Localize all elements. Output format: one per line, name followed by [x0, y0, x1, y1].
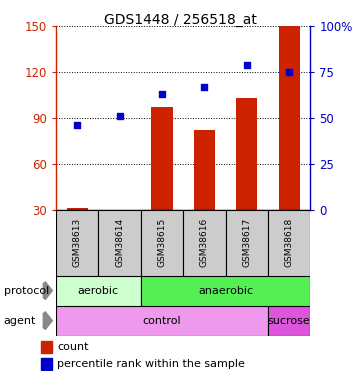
Bar — [56, 306, 268, 336]
Bar — [141, 276, 310, 306]
Bar — [268, 210, 310, 276]
Text: GSM38614: GSM38614 — [115, 218, 124, 267]
Point — [244, 62, 250, 68]
Bar — [66, 209, 88, 210]
Text: GSM38616: GSM38616 — [200, 218, 209, 267]
Point — [201, 84, 207, 90]
Bar — [183, 210, 226, 276]
Bar — [56, 276, 141, 306]
Point — [159, 91, 165, 97]
Text: control: control — [143, 316, 181, 326]
Point — [286, 69, 292, 75]
Bar — [109, 210, 130, 212]
Text: GSM38618: GSM38618 — [285, 218, 294, 267]
Bar — [151, 107, 173, 210]
Text: percentile rank within the sample: percentile rank within the sample — [57, 359, 245, 369]
Point — [117, 113, 122, 119]
Text: GSM38615: GSM38615 — [157, 218, 166, 267]
Text: agent: agent — [4, 316, 36, 326]
Bar — [41, 341, 52, 352]
Text: anaerobic: anaerobic — [198, 286, 253, 296]
Text: GSM38613: GSM38613 — [73, 218, 82, 267]
Bar — [56, 210, 98, 276]
Bar — [194, 130, 215, 210]
Text: aerobic: aerobic — [78, 286, 119, 296]
Bar — [279, 26, 300, 210]
Text: GSM38617: GSM38617 — [242, 218, 251, 267]
Bar — [98, 210, 141, 276]
Text: protocol: protocol — [4, 286, 49, 296]
Bar — [141, 210, 183, 276]
Text: count: count — [57, 342, 88, 352]
Point — [74, 123, 80, 129]
FancyArrow shape — [43, 312, 52, 330]
Text: sucrose: sucrose — [268, 316, 310, 326]
Bar — [41, 358, 52, 370]
Bar — [236, 98, 257, 210]
Bar — [268, 306, 310, 336]
Text: GDS1448 / 256518_at: GDS1448 / 256518_at — [104, 13, 257, 27]
Bar — [226, 210, 268, 276]
FancyArrow shape — [43, 282, 52, 300]
